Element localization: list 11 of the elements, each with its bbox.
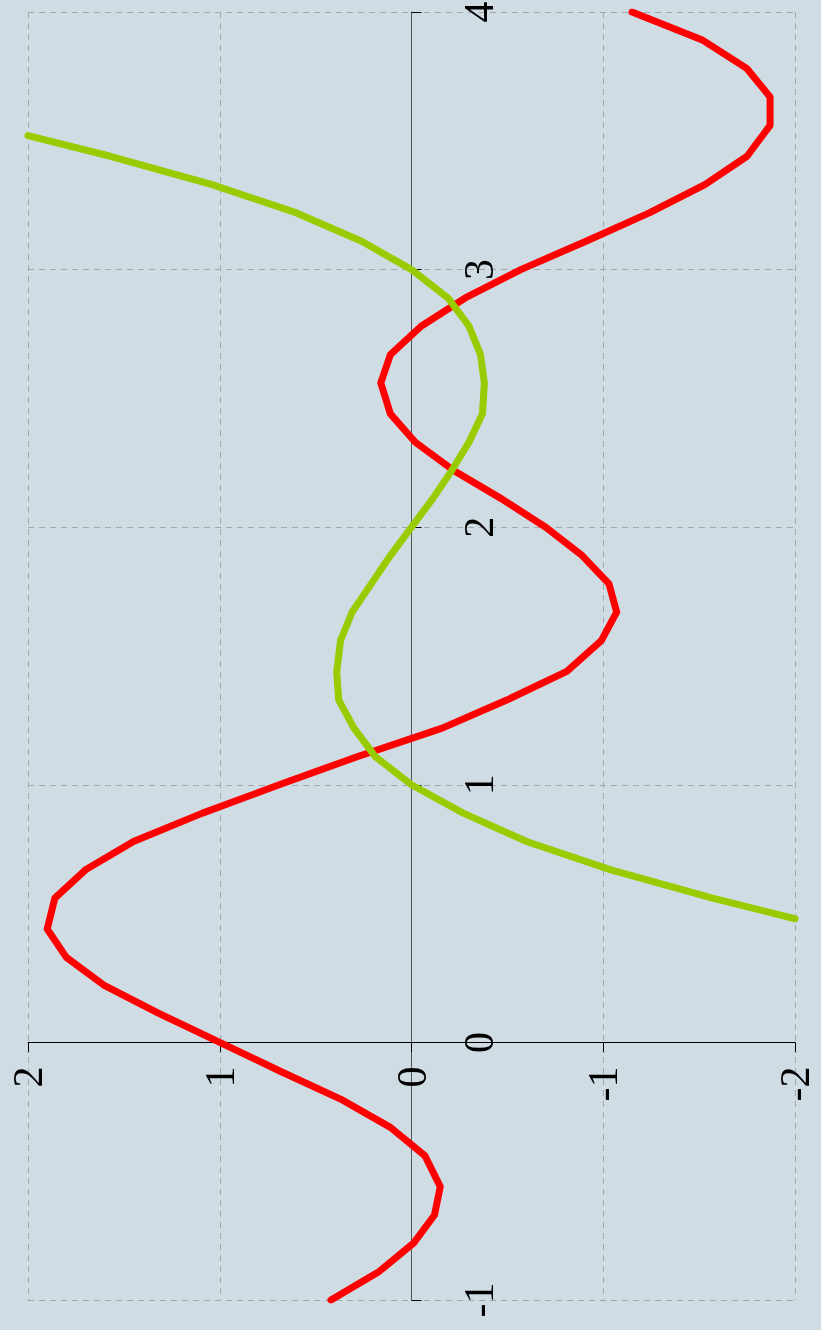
x-tick-label: -1 (580, 1066, 627, 1102)
y-tick-label: 1 (455, 774, 502, 796)
y-tick-label: 4 (455, 1, 502, 23)
x-tick-label: 1 (196, 1066, 243, 1088)
y-tick-label: 3 (455, 259, 502, 281)
x-tick-label: -2 (772, 1066, 818, 1102)
x-tick-label: 0 (388, 1066, 435, 1088)
y-tick-label: 0 (455, 1031, 502, 1053)
y-tick-label: -1 (455, 1282, 502, 1318)
x-tick-label: 2 (5, 1066, 51, 1088)
y-tick-label: 2 (455, 516, 502, 538)
